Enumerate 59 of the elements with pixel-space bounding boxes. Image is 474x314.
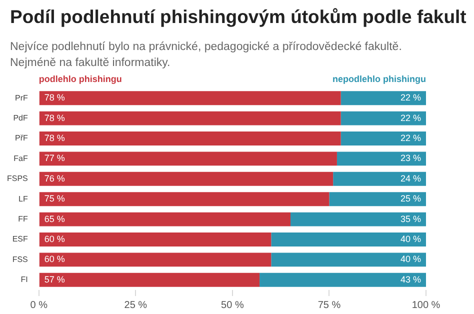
bar xyxy=(329,192,426,206)
data-label: 76 % xyxy=(44,173,65,184)
data-label: 40 % xyxy=(400,234,421,244)
bar xyxy=(340,111,426,126)
bar xyxy=(39,192,330,206)
data-label: 40 % xyxy=(400,254,421,264)
bar xyxy=(39,232,272,246)
data-label: 22 % xyxy=(400,132,421,143)
data-label: 60 % xyxy=(44,234,65,244)
data-label: 57 % xyxy=(44,274,65,284)
y-tick-label: PřF xyxy=(15,134,28,143)
y-tick-label: FaF xyxy=(14,154,28,163)
bar xyxy=(39,91,341,106)
x-tick-label: 25 % xyxy=(124,300,148,311)
bar xyxy=(39,272,260,287)
x-tick-label: 75 % xyxy=(318,300,341,311)
series-label: podlehlo phishingu xyxy=(38,74,122,84)
series-label: nepodlehlo phishingu xyxy=(332,74,426,84)
bar xyxy=(39,252,272,267)
y-tick-label: FF xyxy=(18,214,28,224)
chart-subtitle: Nejvíce podlehnutí bylo na právnické, pedagogické a přírodovědecké fakultě. Nejméně na fakultě informatiky. xyxy=(10,40,403,71)
data-label: 24 % xyxy=(400,173,421,184)
bar xyxy=(39,172,334,186)
bar xyxy=(340,132,426,146)
data-label: 35 % xyxy=(400,214,421,224)
bar xyxy=(271,252,426,267)
x-tick-label: 0 % xyxy=(30,300,48,311)
bar xyxy=(39,152,337,166)
bar xyxy=(340,91,426,106)
bar xyxy=(271,232,426,246)
bar xyxy=(336,152,426,166)
data-label: 65 % xyxy=(44,214,65,224)
data-label: 77 % xyxy=(44,153,65,164)
x-tick-label: 100 % xyxy=(412,300,440,311)
x-tick-label: 50 % xyxy=(221,300,244,311)
bar xyxy=(260,272,426,287)
y-tick-label: ESF xyxy=(12,234,28,244)
data-label: 78 % xyxy=(44,92,65,103)
data-label: 22 % xyxy=(400,92,421,103)
y-tick-label: FSS xyxy=(12,254,28,264)
bar xyxy=(39,212,291,226)
data-label: 23 % xyxy=(400,153,421,164)
data-label: 60 % xyxy=(44,254,65,264)
data-label: 43 % xyxy=(400,274,421,284)
y-tick-label: FSPS xyxy=(6,174,28,184)
y-tick-label: FI xyxy=(20,275,28,284)
y-tick-label: PrF xyxy=(15,93,28,102)
data-label: 78 % xyxy=(44,112,65,123)
data-label: 78 % xyxy=(44,132,65,143)
data-label: 22 % xyxy=(400,112,421,123)
data-label: 75 % xyxy=(44,194,65,204)
bar xyxy=(39,132,341,146)
data-label: 25 % xyxy=(400,194,421,204)
y-tick-label: LF xyxy=(18,194,28,204)
bar xyxy=(333,172,426,186)
bar xyxy=(290,212,426,226)
bar xyxy=(39,111,341,126)
chart-title: Podíl podlehnutí phishingovým útokům podle fakult xyxy=(10,6,466,28)
y-tick-label: PdF xyxy=(13,114,28,123)
